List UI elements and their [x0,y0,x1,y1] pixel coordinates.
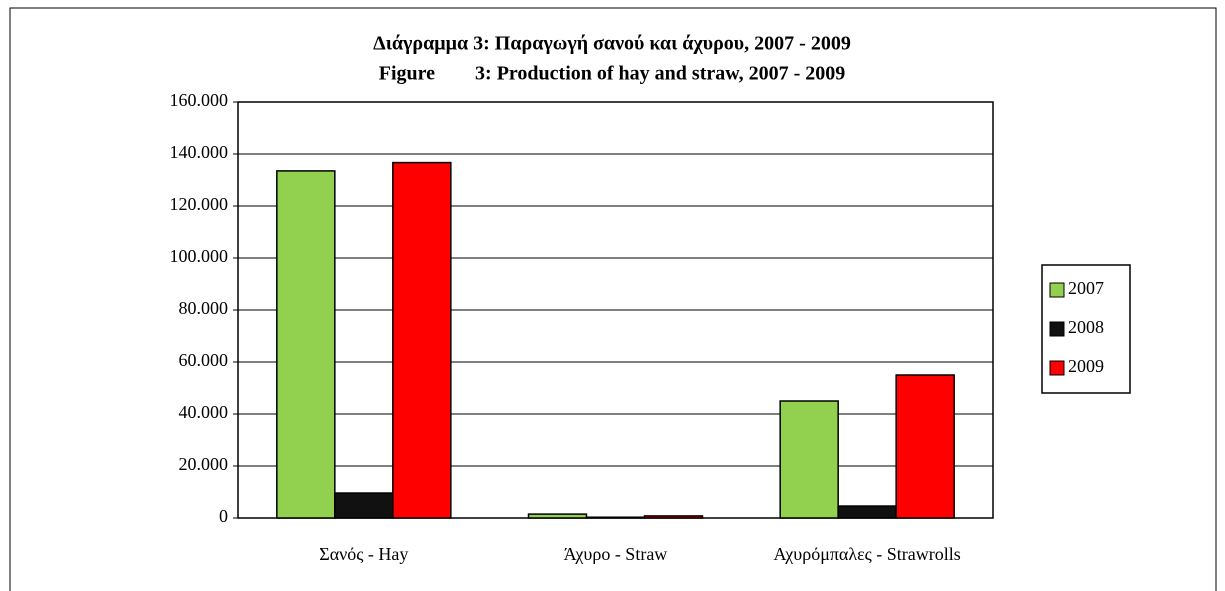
chart-title: Διάγραμμα 3: Παραγωγή σανού και άχυρου, … [373,33,851,55]
x-tick-label: Άχυρο - Straw [564,544,668,564]
legend-swatch [1049,282,1065,298]
y-tick-label: 0 [219,506,228,526]
legend-label: 2007 [1068,278,1104,298]
y-tick-label: 80.000 [179,298,229,318]
chart-title: Figure 3: Production of hay and straw, 2… [379,63,846,85]
y-tick-label: 100.000 [170,246,229,266]
x-tick-label: Σανός - Hay [319,544,408,564]
bar [334,492,394,519]
legend-swatch [1049,321,1065,337]
bar [779,400,839,519]
y-tick-label: 60.000 [179,350,229,370]
bar [643,515,704,519]
y-tick-label: 140.000 [170,142,229,162]
y-tick-label: 20.000 [179,454,229,474]
bar [527,513,588,519]
legend-swatch [1049,360,1065,376]
legend-label: 2008 [1068,317,1104,337]
bar [276,170,336,519]
legend-label: 2009 [1068,356,1104,376]
y-tick-label: 120.000 [170,194,229,214]
bar [837,505,897,519]
x-tick-label: Αχυρόμπαλες - Strawrolls [774,544,961,564]
y-tick-label: 40.000 [179,402,229,422]
bar [585,516,646,519]
bar [392,161,452,519]
bar [895,374,955,519]
y-tick-label: 160.000 [170,90,229,110]
